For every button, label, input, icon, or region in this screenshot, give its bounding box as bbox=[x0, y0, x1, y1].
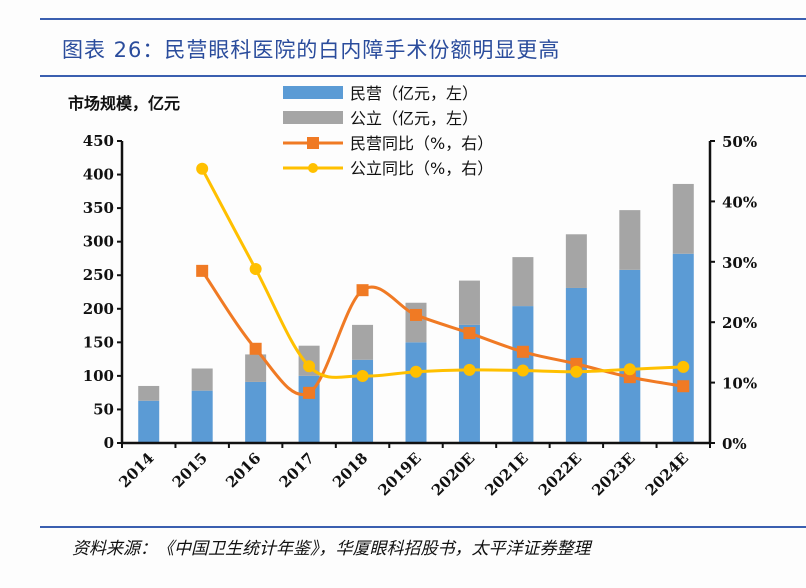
y-tick-label: 350 bbox=[83, 199, 114, 217]
legend-label: 民营（亿元，左） bbox=[350, 84, 478, 103]
y-tick-label: 50 bbox=[93, 400, 114, 418]
legend-label: 公立（亿元，左） bbox=[350, 109, 478, 128]
private-yoy-marker bbox=[196, 264, 209, 277]
y2-tick-label: 30% bbox=[722, 254, 757, 272]
top-rule bbox=[40, 18, 806, 20]
y-tick-label: 400 bbox=[83, 166, 114, 184]
y2-tick-label: 20% bbox=[722, 314, 757, 332]
legend-swatch bbox=[283, 111, 343, 124]
x-tick-label: 2019E bbox=[374, 449, 424, 499]
private-yoy-marker bbox=[677, 380, 690, 393]
legend-marker bbox=[307, 137, 319, 149]
public-yoy-marker bbox=[249, 263, 262, 276]
public-yoy-marker bbox=[303, 360, 316, 373]
y2-tick-label: 10% bbox=[722, 375, 757, 393]
x-tick-label: 2022E bbox=[535, 449, 585, 499]
title-rule bbox=[40, 75, 806, 77]
private-yoy-marker bbox=[249, 342, 262, 355]
y-tick-label: 250 bbox=[83, 266, 114, 284]
x-tick-label: 2018 bbox=[329, 449, 371, 491]
x-tick-label: 2015 bbox=[169, 449, 211, 491]
bar-public bbox=[458, 280, 480, 325]
y2-tick-label: 0% bbox=[722, 435, 747, 453]
bar-public bbox=[245, 354, 267, 382]
bottom-rule bbox=[40, 526, 806, 528]
private-yoy-marker bbox=[463, 327, 476, 340]
bar-public bbox=[619, 210, 641, 270]
bar-public bbox=[565, 234, 587, 288]
y-tick-label: 150 bbox=[83, 333, 114, 351]
private-yoy-line bbox=[200, 270, 684, 397]
public-yoy-marker bbox=[463, 363, 476, 376]
bar-public bbox=[191, 368, 213, 391]
bar-private bbox=[619, 269, 641, 443]
x-tick-label: 2020E bbox=[428, 449, 478, 499]
bar-public bbox=[352, 324, 374, 360]
y-tick-label: 100 bbox=[83, 367, 114, 385]
public-yoy-marker bbox=[516, 364, 529, 377]
public-yoy-marker bbox=[356, 369, 369, 382]
chart-title: 图表 26：民营眼科医院的白内障手术份额明显更高 bbox=[62, 38, 561, 62]
private-yoy-marker bbox=[356, 284, 369, 297]
legend-swatch bbox=[283, 86, 343, 99]
y-tick-label: 300 bbox=[83, 233, 114, 251]
public-yoy-marker bbox=[410, 365, 422, 378]
bar-private bbox=[245, 381, 267, 443]
y2-tick-label: 40% bbox=[722, 193, 757, 211]
x-tick-label: 2014 bbox=[115, 449, 157, 491]
private-yoy-marker bbox=[303, 386, 316, 399]
bar-public bbox=[138, 385, 160, 401]
bar-public bbox=[512, 257, 534, 307]
x-tick-label: 2024E bbox=[642, 449, 692, 499]
y-tick-label: 200 bbox=[83, 300, 114, 318]
x-tick-label: 2023E bbox=[588, 449, 638, 499]
public-yoy-marker bbox=[196, 162, 209, 175]
bar-private bbox=[458, 324, 480, 443]
x-tick-label: 2017 bbox=[276, 449, 318, 491]
public-yoy-marker bbox=[570, 365, 583, 378]
bar-public bbox=[405, 302, 427, 343]
x-tick-label: 2016 bbox=[222, 449, 264, 491]
private-yoy-marker bbox=[516, 345, 529, 358]
y-tick-label: 450 bbox=[83, 132, 114, 150]
y-tick-label: 0 bbox=[104, 434, 114, 452]
bar-public bbox=[672, 183, 694, 254]
bar-private bbox=[191, 390, 213, 443]
public-yoy-line bbox=[200, 168, 684, 379]
public-yoy-marker bbox=[677, 360, 690, 373]
y2-tick-label: 50% bbox=[722, 133, 757, 151]
legend-marker bbox=[308, 163, 318, 173]
public-yoy-marker bbox=[623, 363, 636, 376]
source-note: 资料来源：《中国卫生统计年鉴》，华厦眼科招股书，太平洋证券整理 bbox=[72, 539, 591, 559]
bar-private bbox=[138, 400, 160, 443]
bar-private bbox=[352, 359, 374, 443]
private-yoy-marker bbox=[410, 308, 422, 321]
y-axis-label: 市场规模，亿元 bbox=[68, 94, 181, 113]
bar-private bbox=[672, 253, 694, 443]
legend-label: 民营同比（%，右） bbox=[350, 134, 493, 153]
legend-label: 公立同比（%，右） bbox=[350, 159, 493, 178]
x-tick-label: 2021E bbox=[481, 449, 531, 499]
bar-private bbox=[405, 342, 427, 443]
